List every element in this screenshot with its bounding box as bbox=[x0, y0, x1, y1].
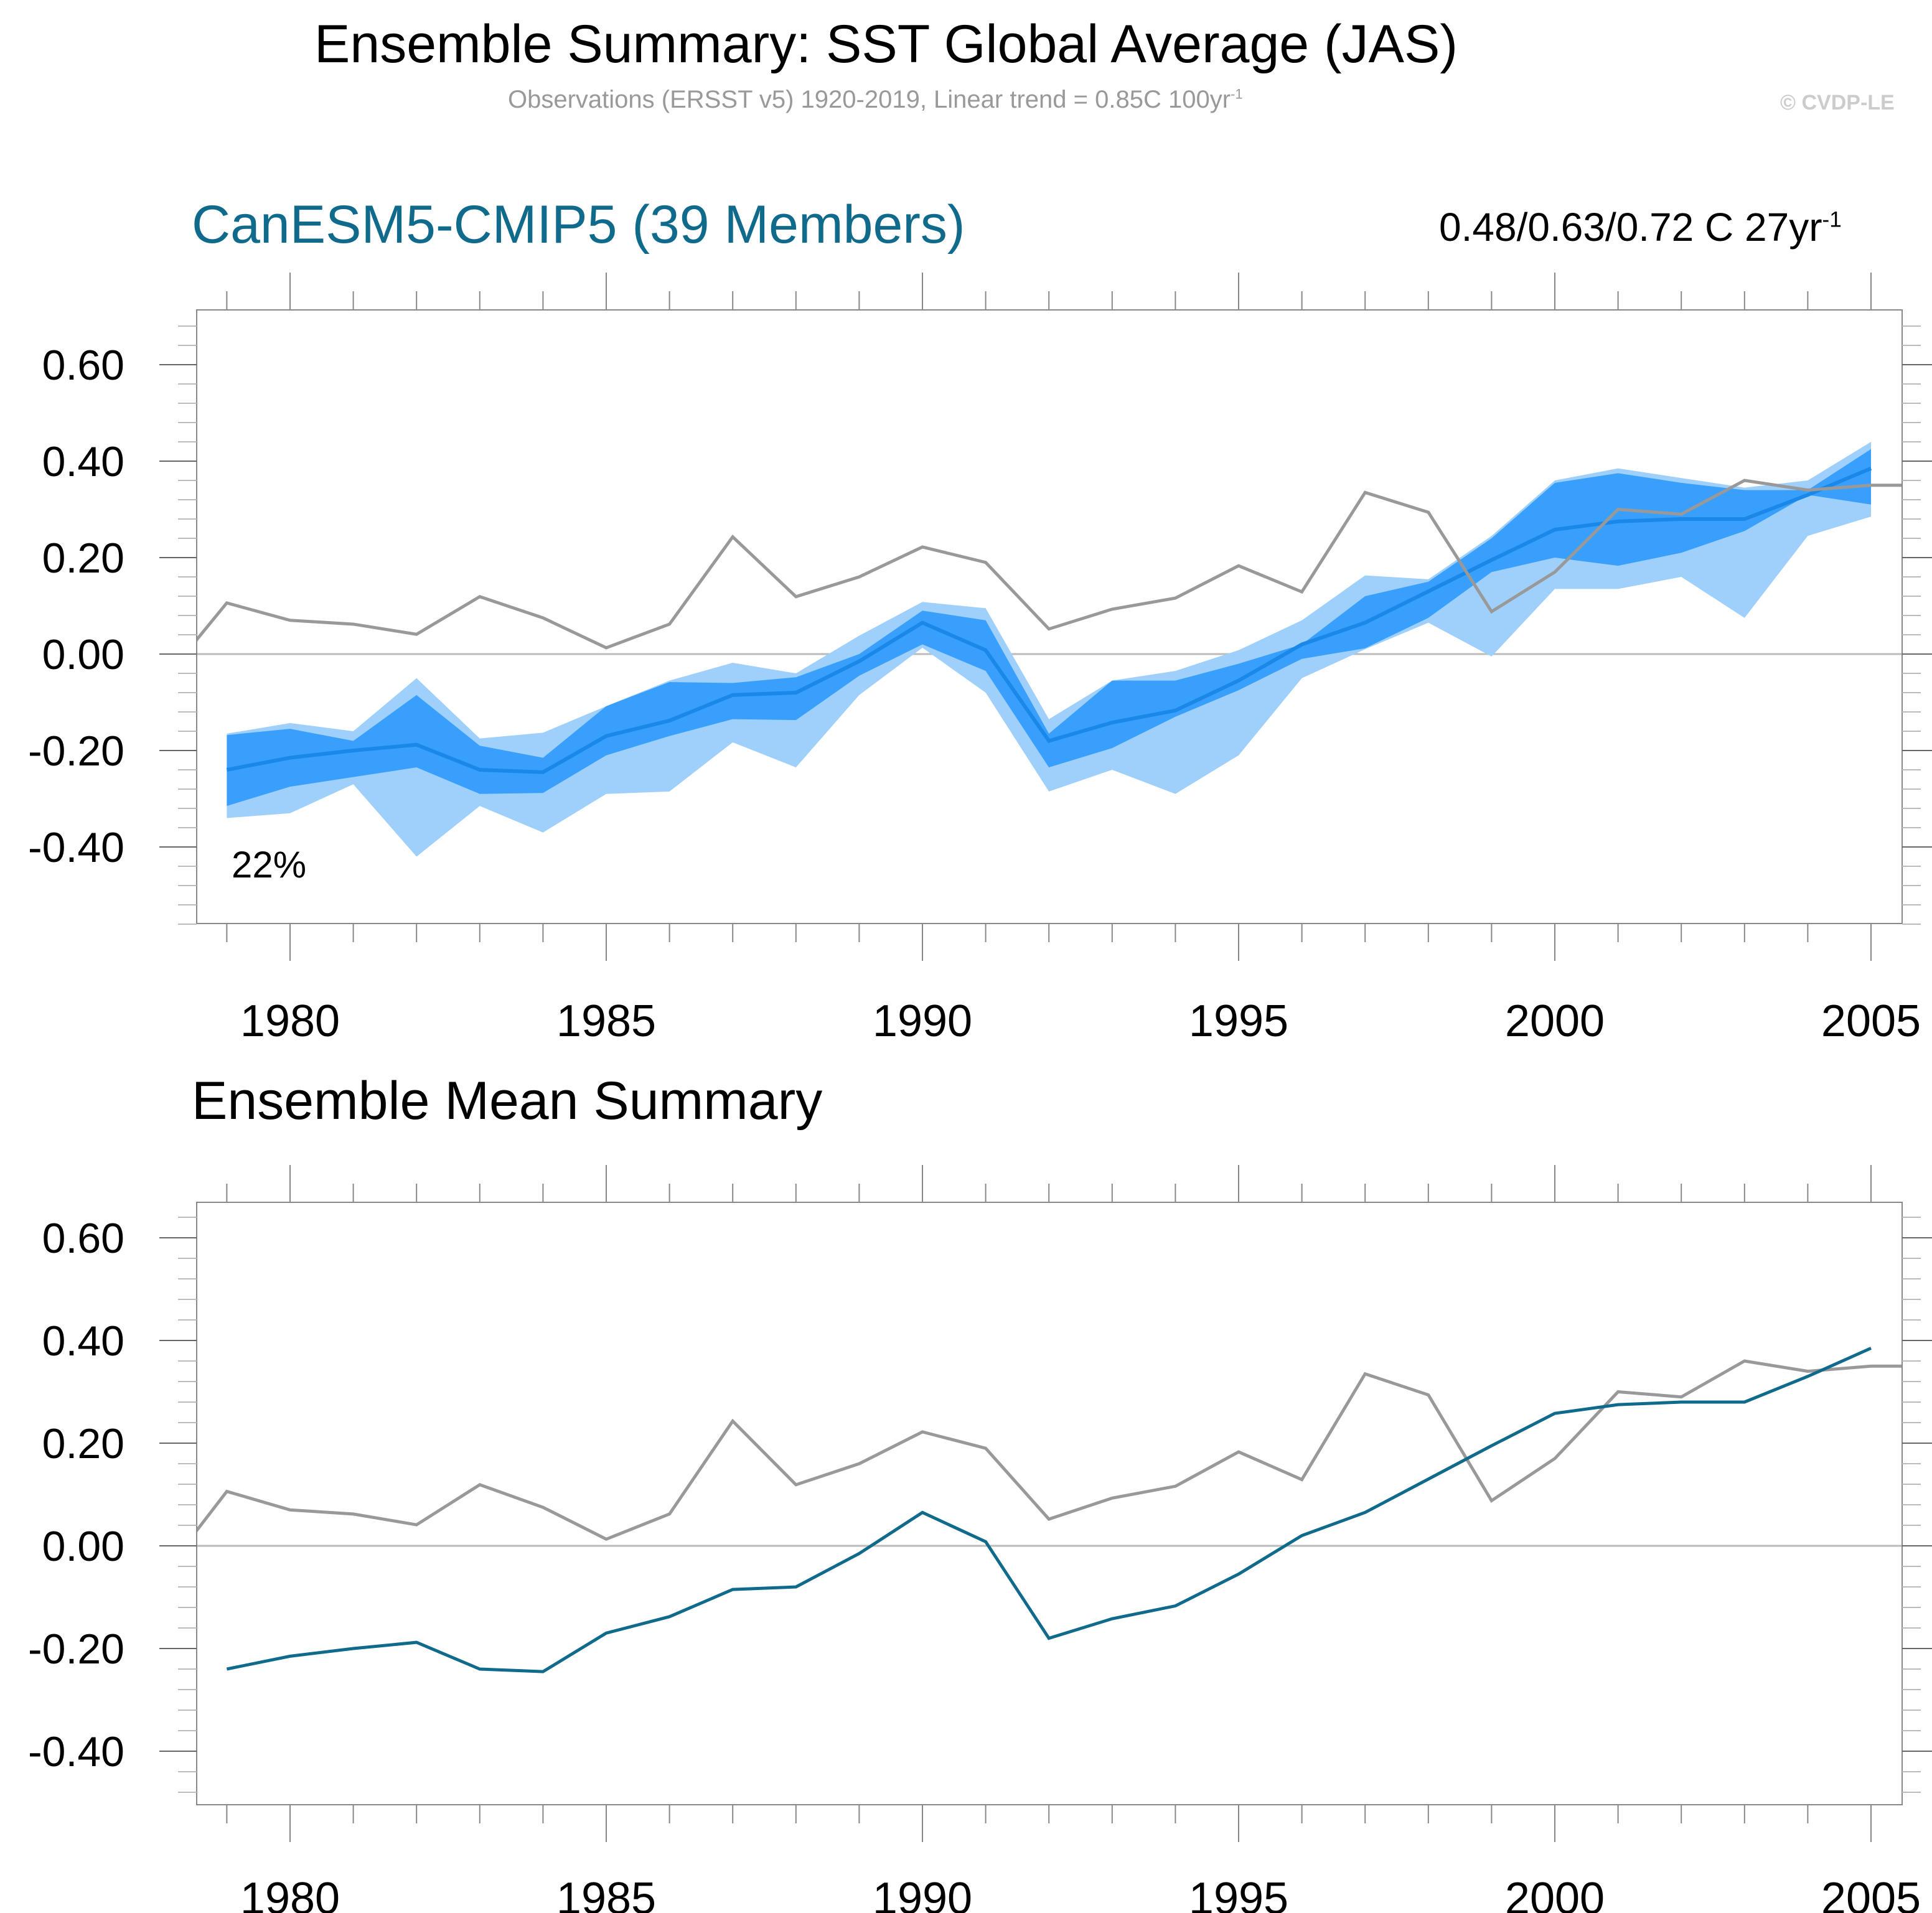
x-tick-label: 1985 bbox=[556, 1874, 656, 1913]
subtitle-text: Observations (ERSST v5) 1920-2019, Linea… bbox=[508, 86, 1231, 113]
x-tick-label: 1980 bbox=[240, 996, 340, 1046]
y-tick-label: 0.60 bbox=[42, 1215, 124, 1262]
x-tick-label: 1990 bbox=[873, 996, 972, 1046]
y-tick-label: -0.20 bbox=[28, 1625, 124, 1673]
y-tick-label: -0.40 bbox=[28, 824, 124, 871]
trend-superscript: -1 bbox=[1822, 207, 1842, 232]
outer-band bbox=[227, 442, 1872, 857]
subtitle: Observations (ERSST v5) 1920-2019, Linea… bbox=[508, 86, 1243, 114]
plot-area bbox=[197, 1347, 1902, 1673]
y-tick-label: -0.40 bbox=[28, 1728, 124, 1775]
mean-title: Ensemble Mean Summary bbox=[192, 1071, 823, 1131]
plot-area bbox=[197, 442, 1902, 857]
x-tick-label: 2000 bbox=[1505, 1874, 1605, 1913]
ensemble-mean-line bbox=[226, 466, 1872, 774]
x-tick-label: 1995 bbox=[1189, 1874, 1288, 1913]
observations-line bbox=[197, 479, 1902, 650]
x-tick-label: 1980 bbox=[240, 1874, 340, 1913]
x-tick-label: 1990 bbox=[873, 1874, 972, 1913]
plot-frame bbox=[196, 309, 1903, 924]
y-tick-label: 0.00 bbox=[42, 631, 124, 678]
observations-line bbox=[197, 1359, 1902, 1541]
y-tick-label: 0.20 bbox=[42, 1420, 124, 1467]
credit-label: © CVDP-LE bbox=[1780, 91, 1895, 115]
panel-1: 22% 0.60 0.40 0.20 0.00 -0.20 -0.40 1980 1985 199… bbox=[28, 273, 1932, 1046]
y-tick-label: -0.20 bbox=[28, 727, 124, 775]
main-title: Ensemble Summary: SST Global Average (JA… bbox=[314, 14, 1458, 74]
model-title: CanESM5-CMIP5 (39 Members) bbox=[192, 195, 965, 255]
x-tick-label: 1995 bbox=[1189, 996, 1288, 1046]
x-tick-label: 2000 bbox=[1505, 996, 1605, 1046]
percent-annotation: 22% bbox=[232, 844, 306, 886]
x-tick-label: 2005 bbox=[1821, 996, 1921, 1046]
y-tick-label: 0.60 bbox=[42, 342, 124, 389]
x-tick-label: 2005 bbox=[1821, 1874, 1921, 1913]
ensemble-mean-line bbox=[226, 1347, 1872, 1673]
y-tick-label: 0.00 bbox=[42, 1523, 124, 1570]
inner-band bbox=[227, 449, 1872, 807]
trend-annotation: 0.48/0.63/0.72 C 27yr-1 bbox=[1439, 204, 1842, 250]
subtitle-superscript: -1 bbox=[1231, 86, 1243, 102]
y-tick-label: 0.40 bbox=[42, 438, 124, 485]
trend-text: 0.48/0.63/0.72 C 27yr bbox=[1439, 205, 1822, 250]
x-tick-label: 1985 bbox=[556, 996, 656, 1046]
y-tick-label: 0.20 bbox=[42, 535, 124, 582]
y-tick-label: 0.40 bbox=[42, 1317, 124, 1365]
panel-2: 0.60 0.40 0.20 0.00 -0.20 -0.40 1980 1985 1990 19… bbox=[28, 1165, 1932, 1913]
